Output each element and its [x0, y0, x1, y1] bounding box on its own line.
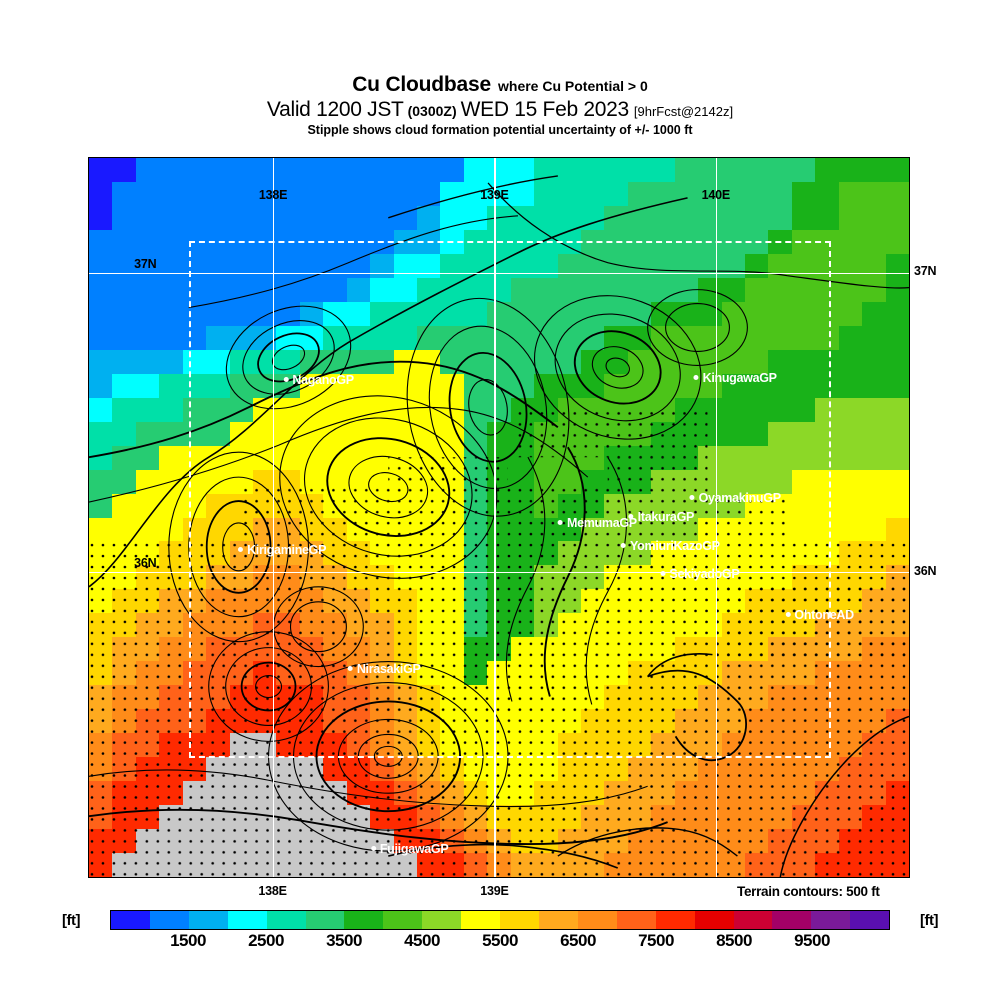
colorbar-segment-14	[655, 911, 695, 929]
colorbar-segment-11	[538, 911, 578, 929]
terrain-and-coastline-overlay	[89, 158, 909, 877]
title-line-1: Cu Cloudbase where Cu Potential > 0	[0, 73, 1000, 97]
colorbar-tick-1500: 1500	[170, 931, 206, 950]
colorbar-segment-1	[149, 911, 189, 929]
colorbar-tick-2500: 2500	[248, 931, 284, 950]
lon-label-bottom-1: 139E	[480, 884, 509, 898]
colorbar-tick-8500: 8500	[716, 931, 752, 950]
forecast-stamp-label: [9hrFcst@2142z]	[633, 104, 734, 119]
station-FujigawaGP[interactable]: FujigawaGP	[370, 841, 449, 856]
lon-label-top-2: 140E	[701, 188, 731, 203]
station-dot-icon	[238, 547, 244, 553]
colorbar-unit-left: [ft]	[62, 912, 80, 929]
station-dot-icon	[370, 845, 376, 851]
meridian-line	[494, 158, 496, 877]
title-line-2: Valid 1200 JST (0300Z) WED 15 Feb 2023 [9hr…	[0, 98, 1000, 122]
colorbar-segment-10	[500, 911, 539, 929]
colorbar-segment-13	[616, 911, 656, 929]
meridian-line	[273, 158, 275, 877]
lon-label-top-1: 139E	[480, 188, 509, 203]
station-dot-icon	[693, 375, 699, 381]
colorbar-segment-8	[422, 911, 462, 929]
colorbar-segment-12	[577, 911, 617, 929]
colorbar-segment-15	[694, 911, 734, 929]
colorbar[interactable]	[110, 910, 890, 930]
station-NirasakiGP[interactable]: NirasakiGP	[347, 662, 421, 677]
lon-label-bottom-0: 138E	[258, 884, 287, 898]
station-KirigamineGP[interactable]: KirigamineGP	[238, 543, 326, 557]
colorbar-segment-7	[383, 911, 423, 929]
station-label: MemumaGP	[566, 515, 637, 530]
colorbar-tick-3500: 3500	[326, 931, 362, 950]
terrain-contour-note: Terrain contours: 500 ft	[737, 884, 880, 899]
colorbar-tick-9500: 9500	[794, 931, 830, 950]
station-label: NirasakiGP	[356, 662, 421, 677]
colorbar-segment-17	[772, 911, 812, 929]
colorbar-segment-9	[461, 911, 501, 929]
colorbar-tick-labels: 1500 2500 3500 4500 5500 6500 7500 8500 9500	[110, 931, 890, 955]
station-dot-icon	[689, 495, 695, 501]
station-label: OyamakinuGP	[698, 491, 781, 506]
station-dot-icon	[347, 666, 353, 672]
station-SekiyadoGP[interactable]: SekiyadoGP	[660, 566, 740, 581]
station-label: OhtoneAD	[794, 608, 854, 623]
stipple-note: Stipple shows cloud formation potential …	[307, 123, 693, 137]
colorbar-segment-6	[344, 911, 384, 929]
station-label: KirigamineGP	[247, 542, 327, 557]
chart-title-block: Cu Cloudbase where Cu Potential > 0 Valid…	[0, 72, 1000, 137]
station-label: YomiuriKazoGP	[630, 539, 720, 554]
meridian-line	[715, 158, 718, 877]
forecast-domain-box	[189, 241, 832, 759]
station-label: KinugawaGP	[702, 371, 777, 385]
station-YomiuriKazoGP[interactable]: YomiuriKazoGP	[621, 539, 720, 553]
station-OhtoneAD[interactable]: OhtoneAD	[785, 608, 854, 623]
chart-main-title: Cu Cloudbase	[352, 73, 491, 96]
lat-label-left-1: 36N	[134, 556, 157, 571]
lat-label-right-0: 37N	[914, 263, 937, 278]
lon-label-top-0: 138E	[258, 188, 288, 203]
map-plot-area[interactable]: 138E 139E 140E 37N 36N NaganoGP KirigamineGP N…	[88, 157, 910, 878]
station-label: ItakuraGP	[637, 509, 695, 524]
station-dot-icon	[785, 612, 791, 618]
colorbar-segment-18	[811, 911, 851, 929]
colorbar-tick-6500: 6500	[560, 931, 596, 950]
station-label: SekiyadoGP	[669, 566, 740, 581]
station-label: FujigawaGP	[379, 841, 449, 856]
parallel-line	[89, 572, 909, 574]
colorbar-unit-right: [ft]	[920, 912, 938, 929]
valid-date-label: WED 15 Feb 2023	[460, 98, 630, 121]
station-dot-icon	[621, 543, 627, 549]
station-label: NaganoGP	[292, 373, 354, 388]
colorbar-segment-3	[227, 911, 267, 929]
colorbar-segment-4	[266, 911, 306, 929]
station-dot-icon	[660, 570, 666, 576]
colorbar-segment-0	[111, 911, 150, 929]
station-dot-icon	[557, 519, 563, 525]
lat-label-right-1: 36N	[914, 564, 937, 579]
colorbar-tick-4500: 4500	[404, 931, 440, 950]
station-OyamakinuGP[interactable]: OyamakinuGP	[689, 491, 781, 506]
zulu-time-label: (0300Z)	[407, 103, 457, 119]
chart-condition-subtitle: where Cu Potential > 0	[498, 78, 648, 94]
colorbar-tick-7500: 7500	[638, 931, 674, 950]
colorbar-segment-16	[733, 911, 773, 929]
station-MemumaGP[interactable]: MemumaGP	[557, 515, 637, 530]
station-NaganoGP[interactable]: NaganoGP	[283, 373, 354, 387]
colorbar-segment-5	[305, 911, 345, 929]
colorbar-segment-2	[188, 911, 228, 929]
station-ItakuraGP[interactable]: ItakuraGP	[628, 509, 695, 524]
colorbar-tick-5500: 5500	[482, 931, 518, 950]
valid-time-label: Valid 1200 JST	[266, 98, 404, 121]
station-KinugawaGP[interactable]: KinugawaGP	[693, 371, 777, 385]
colorbar-segment-19	[850, 911, 890, 929]
lat-label-left-0: 37N	[134, 256, 157, 271]
parallel-line	[89, 272, 909, 274]
station-dot-icon	[628, 513, 634, 519]
station-dot-icon	[283, 377, 289, 383]
